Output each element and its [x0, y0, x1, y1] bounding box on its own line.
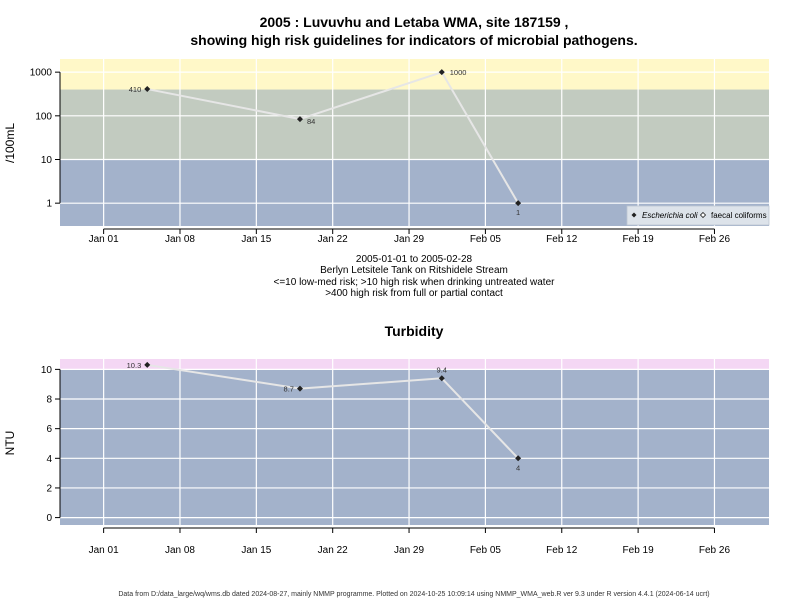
chart1-xtick-label-0: Jan 01: [89, 234, 119, 245]
chart2-ytick-label-1: 2: [46, 483, 52, 494]
chart2-point-3: [515, 455, 522, 462]
chart1-title-line2: showing high risk guidelines for indicat…: [190, 32, 637, 48]
chart2-ylabel: NTU: [3, 431, 17, 456]
caption-line-2: Berlyn Letsitele Tank on Ritshidele Stre…: [320, 265, 508, 276]
chart1-band-1: [60, 89, 769, 160]
chart2-series-line-0: [147, 363, 519, 459]
chart1-axes: 1 10 100 1000 Jan 01 Jan 08 Jan 15 Jan 22 Jan 29…: [30, 68, 731, 245]
chart2-data-label-1: 8.7: [284, 385, 294, 394]
chart1-ylabel: /100mL: [3, 123, 17, 163]
chart1-xtick-label-7: Feb 19: [623, 234, 655, 245]
chart1-ytick-label-0: 1: [46, 199, 52, 210]
legend-item-ecoli: Escherichia coli: [642, 211, 698, 220]
chart2-title: Turbidity: [385, 323, 444, 339]
chart2-data-label-3: 4: [516, 463, 520, 472]
chart2-xtick-label-2: Jan 15: [241, 545, 271, 556]
caption-line-3: <=10 low-med risk; >10 high risk when dr…: [274, 277, 556, 288]
chart1-series: 410 84 1000 1: [129, 68, 522, 217]
chart1-xtick-label-6: Feb 12: [546, 234, 578, 245]
chart2-ytick-label-0: 0: [46, 513, 52, 524]
chart1-data-label-0: 410: [129, 85, 142, 94]
chart2-xtick-label-1: Jan 08: [165, 545, 195, 556]
chart1-legend: Escherichia coli faecal coliforms: [626, 205, 770, 226]
chart2-band-0: [60, 369, 769, 525]
chart1-point-3: [515, 200, 522, 207]
chart2-band-1: [60, 359, 769, 370]
chart2-point-2: [438, 375, 445, 382]
chart1-xtick-label-1: Jan 08: [165, 234, 195, 245]
chart1-ytick-label-1: 10: [41, 155, 53, 166]
chart2-point-0: [144, 361, 151, 368]
chart2-xtick-label-8: Feb 26: [699, 545, 731, 556]
chart2-ytick-label-4: 8: [46, 395, 52, 406]
chart2-xtick-label-3: Jan 22: [318, 545, 348, 556]
chart1-xtick-label-4: Jan 29: [394, 234, 424, 245]
chart1-point-0: [144, 86, 151, 93]
chart1-xtick-label-5: Feb 05: [470, 234, 502, 245]
chart1-data-label-3: 1: [516, 208, 520, 217]
chart1-ytick-label-2: 100: [35, 111, 52, 122]
chart1-bands: [60, 59, 769, 226]
chart1-point-1: [296, 116, 303, 123]
legend-open-diamond-icon: [699, 211, 707, 219]
chart1-ytick-label-3: 1000: [30, 68, 53, 79]
chart1-band-2: [60, 59, 769, 90]
chart1-point-2: [438, 69, 445, 76]
chart2-bands: [60, 359, 769, 525]
chart2-data-label-0: 10.3: [127, 361, 142, 370]
chart2-ytick-label-2: 4: [46, 454, 52, 465]
chart2-xtick-label-5: Feb 05: [470, 545, 502, 556]
caption-line-1: 2005-01-01 to 2005-02-28: [356, 254, 473, 265]
chart1-xtick-label-2: Jan 15: [241, 234, 271, 245]
chart1-series-line-0: [147, 70, 519, 204]
chart1-title-line1: 2005 : Luvuvhu and Letaba WMA, site 1871…: [260, 14, 569, 30]
legend-item-faecal-coliforms: faecal coliforms: [711, 211, 767, 220]
chart2-xtick-label-4: Jan 29: [394, 545, 424, 556]
chart2-point-1: [296, 385, 303, 392]
chart2-data-label-2: 9.4: [437, 365, 447, 374]
chart1-data-label-1: 84: [307, 117, 315, 126]
caption-line-4: >400 high risk from full or partial cont…: [325, 288, 503, 299]
chart1-data-label-2: 1000: [450, 68, 467, 77]
chart1-xtick-label-3: Jan 22: [318, 234, 348, 245]
chart2-xtick-label-0: Jan 01: [89, 545, 119, 556]
legend-filled-diamond-icon: [631, 212, 637, 218]
chart2-axes: 0 2 4 6 8 10 Jan 01 Jan 08 Jan 15 Jan 22 Jan 29 Feb…: [41, 365, 731, 556]
chart2-ytick-label-3: 6: [46, 424, 52, 435]
footer-note: Data from D:/data_large/wq/wms.db dated …: [118, 591, 709, 598]
chart1-xtick-label-8: Feb 26: [699, 234, 731, 245]
chart1-grid: [60, 59, 769, 226]
chart2-series: 10.3 8.7 9.4 4: [127, 361, 522, 472]
chart2-xtick-label-7: Feb 19: [623, 545, 655, 556]
chart2-ytick-label-5: 10: [41, 365, 53, 376]
legend-box: [626, 205, 770, 226]
chart2-xtick-label-6: Feb 12: [546, 545, 578, 556]
